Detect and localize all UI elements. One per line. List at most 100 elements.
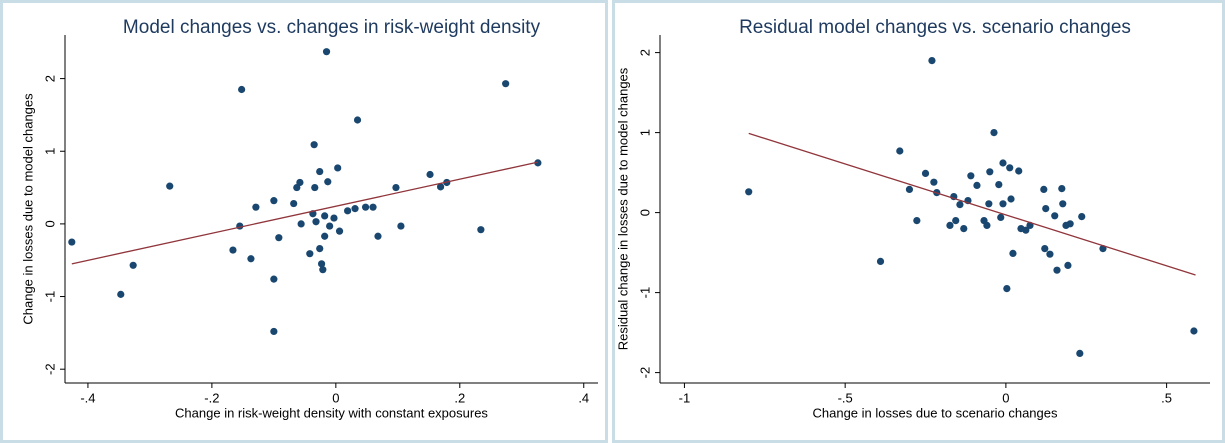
- point: [166, 182, 174, 190]
- point: [426, 170, 434, 179]
- point: [252, 203, 260, 211]
- point: [930, 178, 938, 186]
- point: [876, 257, 885, 265]
- point: [322, 48, 331, 56]
- point: [1053, 266, 1061, 274]
- point: [1059, 200, 1067, 208]
- y-tick-label: 2: [42, 75, 57, 82]
- point: [392, 183, 400, 192]
- point: [247, 255, 255, 263]
- y-axis-title: Residual change in losses due to model c…: [615, 67, 630, 350]
- point: [436, 183, 445, 191]
- point: [999, 159, 1007, 167]
- x-tick-label: -.4: [80, 390, 95, 405]
- y-axis-title: Change in losses due to model changes: [20, 93, 35, 325]
- point: [335, 227, 344, 235]
- point: [921, 169, 930, 177]
- point: [985, 200, 993, 208]
- point: [1007, 195, 1015, 203]
- point: [1066, 220, 1074, 228]
- point: [353, 116, 362, 124]
- point: [1042, 205, 1050, 213]
- point: [1051, 212, 1059, 220]
- point: [296, 178, 304, 187]
- point: [1076, 349, 1084, 357]
- point: [534, 159, 542, 167]
- point: [956, 201, 964, 209]
- chart-title: Model changes vs. changes in risk-weight…: [123, 17, 541, 38]
- point: [896, 147, 904, 155]
- point: [983, 221, 991, 229]
- point: [986, 168, 994, 176]
- point: [1041, 245, 1049, 253]
- point: [351, 205, 359, 213]
- point: [1078, 213, 1086, 221]
- x-tick-label: 0: [1002, 390, 1009, 405]
- point: [306, 250, 314, 258]
- point: [973, 181, 981, 189]
- point: [117, 290, 125, 298]
- point: [275, 234, 283, 242]
- point: [1003, 285, 1011, 293]
- point: [1064, 261, 1072, 269]
- point: [1022, 226, 1030, 234]
- point: [995, 181, 1003, 189]
- y-tick-label: 1: [42, 148, 57, 155]
- point: [330, 214, 338, 222]
- point: [68, 238, 76, 246]
- point: [321, 232, 329, 240]
- x-tick-label: -1: [679, 390, 691, 405]
- point: [1040, 185, 1048, 193]
- point: [999, 200, 1007, 208]
- point: [361, 203, 370, 211]
- point: [1015, 167, 1023, 175]
- point: [1058, 185, 1066, 193]
- x-axis-title: Change in losses due to scenario changes: [813, 405, 1058, 420]
- point: [324, 178, 332, 186]
- y-tick-label: -1: [637, 287, 652, 299]
- point: [312, 218, 320, 226]
- point: [997, 213, 1005, 221]
- y-tick-label: 0: [637, 209, 652, 216]
- point: [316, 167, 324, 176]
- point: [270, 275, 278, 283]
- fit-line: [71, 161, 539, 265]
- x-tick-label: .4: [578, 390, 589, 405]
- point: [238, 85, 246, 94]
- point: [990, 129, 998, 137]
- point: [316, 244, 324, 253]
- point: [310, 141, 318, 149]
- x-tick-label: .5: [1161, 390, 1172, 405]
- x-tick-label: 0: [332, 390, 339, 405]
- chart-title: Residual model changes vs. scenario chan…: [739, 17, 1131, 38]
- point: [1006, 164, 1014, 172]
- point: [270, 197, 278, 205]
- y-tick-label: 2: [637, 49, 652, 56]
- point: [960, 225, 968, 233]
- point: [334, 164, 342, 172]
- point: [913, 217, 921, 225]
- point: [745, 188, 753, 196]
- point: [326, 222, 334, 230]
- point: [321, 212, 329, 220]
- y-tick-label: 1: [637, 129, 652, 136]
- x-axis-title: Change in risk-weight density with const…: [175, 405, 488, 420]
- point: [946, 221, 954, 229]
- point: [129, 261, 137, 269]
- point: [229, 246, 237, 254]
- y-tick-label: -2: [42, 363, 57, 375]
- panel-frame: [0, 0, 608, 443]
- point: [317, 260, 326, 268]
- point: [905, 185, 914, 193]
- point: [967, 172, 975, 180]
- fit-line: [748, 132, 1196, 276]
- point: [928, 57, 936, 65]
- point: [344, 207, 352, 215]
- y-tick-label: 0: [42, 220, 57, 227]
- point: [397, 222, 405, 230]
- x-tick-label: -.5: [838, 390, 853, 405]
- point: [952, 217, 960, 225]
- y-tick-label: -1: [42, 291, 57, 303]
- y-tick-label: -2: [637, 367, 652, 379]
